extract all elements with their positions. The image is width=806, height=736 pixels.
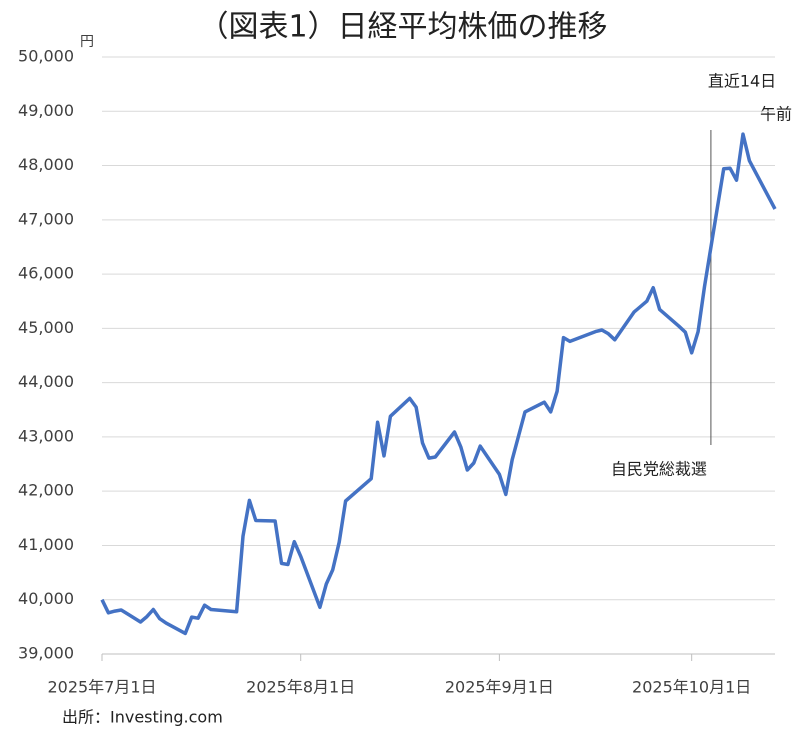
- y-tick-label: 50,000: [18, 47, 74, 66]
- y-tick-label: 39,000: [18, 644, 74, 663]
- annotation: 午前: [760, 105, 792, 124]
- x-tick-label: 2025年10月1日: [632, 678, 751, 697]
- y-tick-label: 45,000: [18, 318, 74, 337]
- y-tick-label: 43,000: [18, 426, 74, 445]
- annotation: 自民党総裁選: [611, 460, 707, 479]
- y-tick-label: 42,000: [18, 481, 74, 500]
- y-tick-label: 47,000: [18, 209, 74, 228]
- y-tick-label: 44,000: [18, 372, 74, 391]
- x-tick-label: 2025年9月1日: [445, 678, 554, 697]
- y-tick-label: 48,000: [18, 155, 74, 174]
- source: 出所：Investing.com: [62, 708, 223, 727]
- y-unit: 円: [80, 34, 94, 50]
- y-tick-label: 40,000: [18, 589, 74, 608]
- annotation: 直近14日: [708, 72, 776, 91]
- line: [100, 132, 777, 636]
- y-tick-label: 49,000: [18, 101, 74, 120]
- chart-title: （図表1）日経平均株価の推移: [198, 10, 607, 45]
- y-tick-label: 46,000: [18, 264, 74, 283]
- x-tick-label: 2025年8月1日: [246, 678, 355, 697]
- x-tick-label: 2025年7月1日: [47, 678, 156, 697]
- y-tick-label: 41,000: [18, 535, 74, 554]
